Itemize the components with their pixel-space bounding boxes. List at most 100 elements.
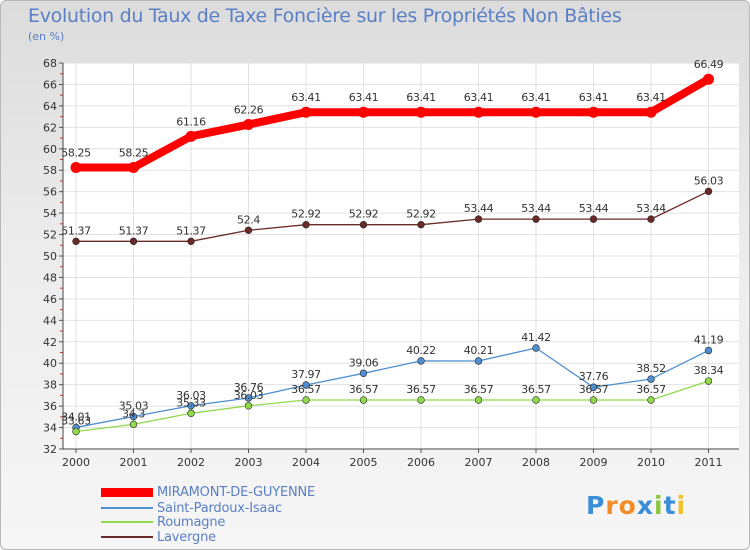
data-point <box>244 226 253 234</box>
y-tick-label: 62 <box>43 121 57 134</box>
data-point <box>530 106 542 118</box>
x-tick-label: 2000 <box>62 456 90 469</box>
proxiti-logo: Proxiti <box>586 491 686 520</box>
x-tick-label: 2010 <box>637 456 665 469</box>
data-label: 66.49 <box>694 58 724 71</box>
data-label: 63.41 <box>291 91 321 104</box>
data-point <box>704 187 713 196</box>
series-line <box>72 75 713 172</box>
legend-swatch <box>101 487 153 497</box>
logo-letter: P <box>586 491 606 520</box>
y-tick-label: 64 <box>43 100 57 113</box>
data-point <box>187 237 195 246</box>
data-point <box>417 396 425 404</box>
data-label: 36.57 <box>464 383 494 396</box>
x-tick-label: 2009 <box>580 456 608 469</box>
unit-label: (en %) <box>28 30 65 43</box>
data-point <box>474 215 483 223</box>
data-point <box>647 396 655 404</box>
logo-letter: o <box>618 491 637 520</box>
y-tick-labels: 32 34 36 38 40 42 44 46 48 50 52 54 56 58 60 62 64 66 68 <box>43 57 57 456</box>
data-point <box>243 119 254 131</box>
data-point <box>187 402 195 410</box>
legend-item: Lavergne <box>101 529 216 545</box>
y-tick-label: 38 <box>43 379 57 392</box>
data-label: 52.4 <box>237 213 260 226</box>
data-label: 38.52 <box>636 362 666 375</box>
data-point <box>532 396 540 404</box>
data-label: 63.41 <box>349 91 379 104</box>
series-line <box>75 347 710 429</box>
data-point <box>358 106 369 118</box>
data-point <box>417 357 425 365</box>
logo-letter: t <box>663 491 677 520</box>
x-tick-label: 2004 <box>292 456 320 469</box>
legend-label: Lavergne <box>157 529 216 545</box>
legend-label: Roumagne <box>157 514 226 530</box>
data-label: 36.57 <box>349 383 379 396</box>
data-label: 41.42 <box>521 331 551 344</box>
series-line <box>75 380 710 433</box>
data-point <box>359 220 368 229</box>
data-label: 37.76 <box>579 370 609 383</box>
data-point <box>473 106 484 118</box>
y-tick-label: 42 <box>43 336 57 349</box>
data-label: 53.44 <box>521 202 551 215</box>
data-point <box>244 394 253 402</box>
data-label: 40.22 <box>406 344 436 357</box>
data-label: 53.44 <box>636 202 666 215</box>
data-point <box>703 73 714 85</box>
data-point <box>128 162 139 174</box>
legend-item: Saint-Pardoux-Isaac <box>101 501 282 516</box>
x-tick-label: 2008 <box>522 456 550 469</box>
x-tick-label: 2005 <box>350 456 378 469</box>
data-point <box>532 344 540 352</box>
data-label: 53.44 <box>579 202 609 215</box>
y-tick-label: 34 <box>43 422 57 435</box>
y-tick-label: 52 <box>43 229 57 242</box>
y-tick-label: 58 <box>43 164 57 177</box>
y-tick-label: 66 <box>43 78 57 91</box>
y-tick-label: 44 <box>43 314 57 327</box>
data-point <box>647 215 655 223</box>
data-label: 62.26 <box>234 104 264 117</box>
y-tick-label: 54 <box>43 207 57 220</box>
data-point <box>185 130 197 142</box>
data-label: 35.33 <box>176 396 206 409</box>
y-tick-label: 56 <box>43 186 57 199</box>
grid <box>63 62 739 450</box>
data-label: 63.41 <box>464 91 494 104</box>
data-point <box>704 377 713 385</box>
data-label: 36.03 <box>176 389 206 402</box>
data-point <box>704 346 713 355</box>
data-label: 36.57 <box>406 383 436 396</box>
logo-letter: i <box>676 491 687 520</box>
x-tick-label: 2002 <box>177 456 205 469</box>
data-point <box>244 402 253 410</box>
data-label: 34.01 <box>61 410 91 423</box>
data-label: 37.97 <box>291 368 321 381</box>
data-label: 36.76 <box>234 381 264 394</box>
data-point <box>589 383 598 391</box>
y-tick-label: 60 <box>43 143 57 156</box>
data-point <box>589 215 598 223</box>
data-label: 36.57 <box>521 383 551 396</box>
data-label: 33.63 <box>61 415 91 428</box>
series-miramont-de-guyenne: 58.25 58.25 61.16 62.26 63.41 63.41 63.41 63.41… <box>61 58 724 174</box>
data-label: 51.37 <box>61 224 91 237</box>
chart-title: Evolution du Taux de Taxe Foncière sur l… <box>28 5 622 27</box>
data-point <box>415 106 427 118</box>
data-label: 36.57 <box>636 383 666 396</box>
data-label: 34.3 <box>122 407 145 420</box>
data-label: 63.41 <box>579 91 609 104</box>
data-label: 36.57 <box>291 383 321 396</box>
data-label: 63.41 <box>636 91 666 104</box>
data-label: 51.37 <box>119 224 149 237</box>
data-point <box>588 106 599 118</box>
legend-item: Roumagne <box>101 514 226 530</box>
data-label: 61.16 <box>176 115 206 128</box>
y-tick-label: 36 <box>43 400 57 413</box>
x-tick-labels: 2000 2001 2002 2003 2004 2005 2006 2007 2008 2009… <box>62 456 723 469</box>
y-tick-label: 50 <box>43 250 57 263</box>
